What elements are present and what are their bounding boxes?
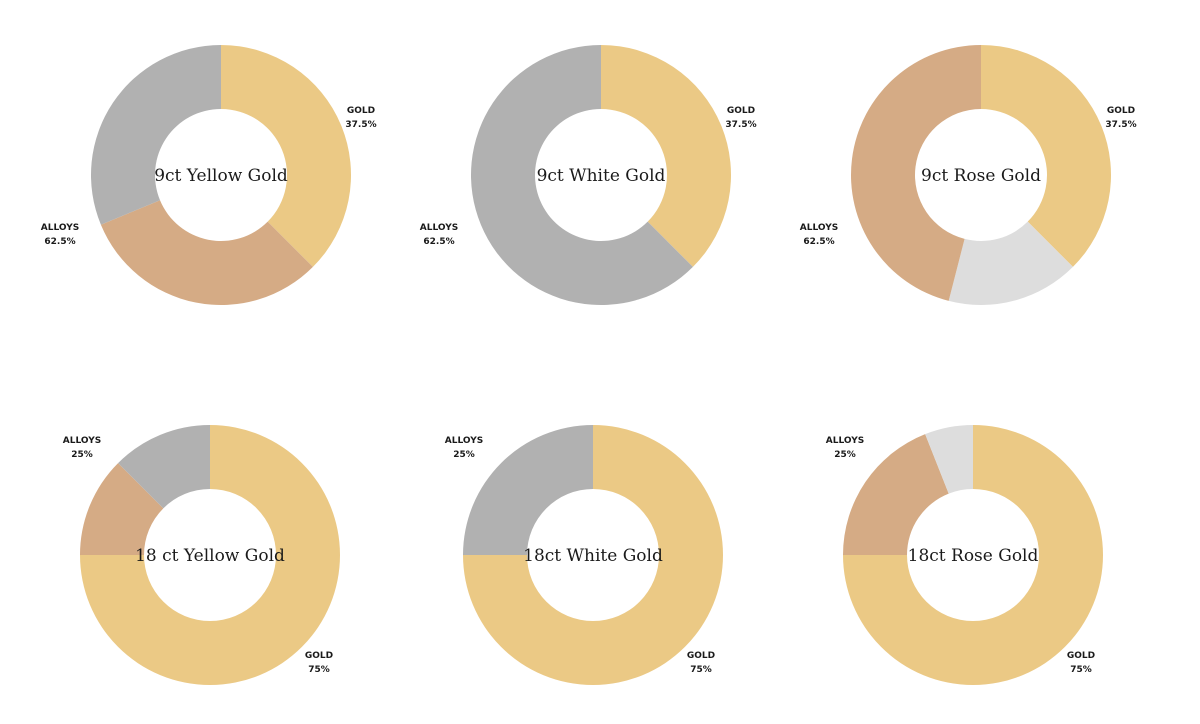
donut-slice-alloy-light-silver [948,221,1073,305]
donut-slice-alloy-silver [471,45,693,305]
gold-percent-label: 75% [690,665,712,675]
gold-label: GOLD [687,651,715,661]
alloys-percent-label: 62.5% [803,237,834,247]
donut-slice-gold [221,45,352,267]
donut-slice-alloy-silver [91,45,222,225]
donut-slice-alloy-copper [100,200,313,305]
donut-slice-alloy-silver [118,425,210,509]
donut-slice-alloy-light-silver [925,425,973,494]
alloys-label: ALLOYS [63,436,101,446]
donut-chart-9ct-yellow-gold: 9ct Yellow Gold GOLD 37.5% ALLOYS 62.5% [41,45,377,305]
donut-chart-9ct-white-gold: 9ct White Gold GOLD 37.5% ALLOYS 62.5% [420,45,757,305]
chart-title: 18ct White Gold [523,546,663,566]
chart-title: 18 ct Yellow Gold [135,546,285,566]
chart-title: 9ct Yellow Gold [154,166,288,186]
alloys-label: ALLOYS [420,223,458,233]
chart-title: 9ct Rose Gold [921,166,1041,186]
gold-percent-label: 37.5% [1105,120,1136,130]
alloys-percent-label: 62.5% [423,237,454,247]
alloys-percent-label: 25% [453,450,475,460]
donut-chart-18ct-yellow-gold: 18 ct Yellow Gold ALLOYS 25% GOLD 75% [63,425,340,685]
gold-percent-label: 75% [308,665,330,675]
gold-percent-label: 37.5% [345,120,376,130]
donut-slice-gold [601,45,732,267]
gold-percent-label: 37.5% [725,120,756,130]
donut-chart-18ct-rose-gold: 18ct Rose Gold ALLOYS 25% GOLD 75% [826,425,1103,685]
donut-chart-9ct-rose-gold: 9ct Rose Gold GOLD 37.5% ALLOYS 62.5% [800,45,1137,305]
alloys-label: ALLOYS [445,436,483,446]
alloys-label: ALLOYS [41,223,79,233]
donut-slice-gold [843,425,1103,685]
gold-label: GOLD [1107,106,1135,116]
gold-label: GOLD [727,106,755,116]
donut-slice-alloy-copper [843,434,949,555]
donut-chart-18ct-white-gold: 18ct White Gold ALLOYS 25% GOLD 75% [445,425,723,685]
donut-slice-alloy-silver [463,425,593,555]
gold-label: GOLD [347,106,375,116]
donut-slice-alloy-copper [851,45,981,301]
alloys-percent-label: 25% [71,450,93,460]
donut-slice-gold [80,425,340,685]
alloys-label: ALLOYS [826,436,864,446]
donut-slice-alloy-copper [80,463,164,555]
alloys-label: ALLOYS [800,223,838,233]
alloys-percent-label: 62.5% [44,237,75,247]
alloys-percent-label: 25% [834,450,856,460]
gold-label: GOLD [1067,651,1095,661]
donut-slice-gold [463,425,723,685]
gold-label: GOLD [305,651,333,661]
gold-percent-label: 75% [1070,665,1092,675]
donut-slice-gold [981,45,1112,267]
chart-title: 9ct White Gold [537,166,666,186]
chart-title: 18ct Rose Gold [908,546,1039,566]
